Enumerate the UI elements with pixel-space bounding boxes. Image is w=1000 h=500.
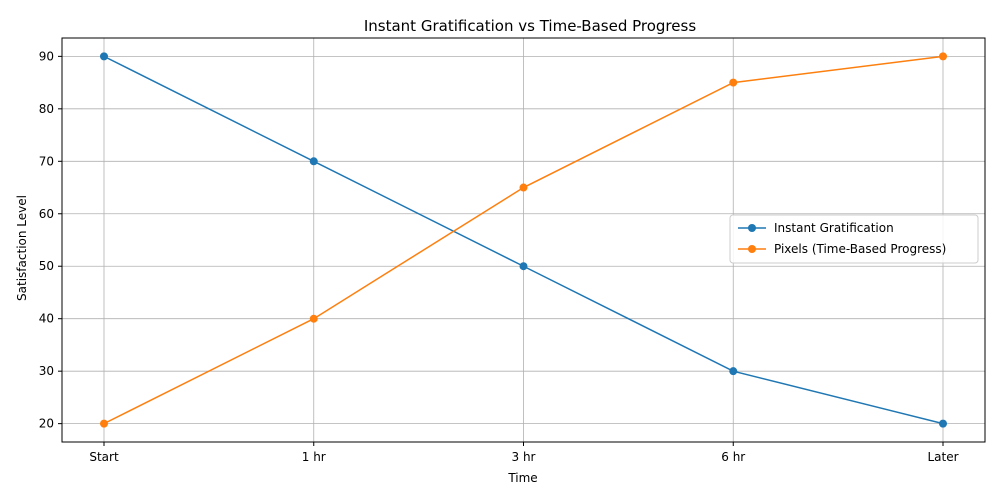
- y-tick-label: 70: [39, 154, 54, 168]
- x-axis-label: Time: [507, 471, 537, 485]
- data-point: [729, 367, 738, 376]
- data-point: [939, 52, 947, 61]
- x-tick-label: Later: [927, 450, 958, 464]
- y-tick-label: 90: [39, 49, 54, 63]
- y-tick-label: 50: [39, 259, 54, 273]
- data-point: [100, 419, 108, 428]
- y-axis-label: Satisfaction Level: [15, 195, 29, 301]
- y-tick-label: 80: [39, 102, 54, 116]
- legend-marker: [748, 245, 756, 253]
- data-point: [309, 314, 318, 323]
- data-point: [519, 183, 528, 192]
- data-point: [519, 262, 528, 271]
- data-point: [939, 419, 947, 428]
- y-tick-label: 40: [39, 312, 54, 326]
- y-tick-label: 20: [39, 417, 54, 431]
- x-tick-label: Start: [89, 450, 119, 464]
- axis-ticks: Start 1 hr 3 hr 6 hr Later 20 30 40 50 60 70 80 90: [39, 49, 959, 464]
- data-point: [100, 52, 108, 61]
- x-tick-label: 6 hr: [721, 450, 745, 464]
- legend-box: [729, 214, 979, 264]
- legend-marker: [748, 224, 756, 232]
- legend-label: Instant Gratification: [774, 221, 894, 235]
- y-tick-label: 30: [39, 364, 54, 378]
- series-layer: [100, 52, 947, 428]
- y-tick-label: 60: [39, 207, 54, 221]
- legend: Instant Gratification Pixels (Time-Based …: [729, 214, 979, 264]
- chart-title: Instant Gratification vs Time-Based Prog…: [364, 17, 696, 35]
- x-tick-label: 1 hr: [302, 450, 326, 464]
- legend-label: Pixels (Time-Based Progress): [774, 242, 946, 256]
- x-tick-label: 3 hr: [512, 450, 536, 464]
- data-point: [309, 157, 318, 166]
- data-point: [729, 78, 738, 87]
